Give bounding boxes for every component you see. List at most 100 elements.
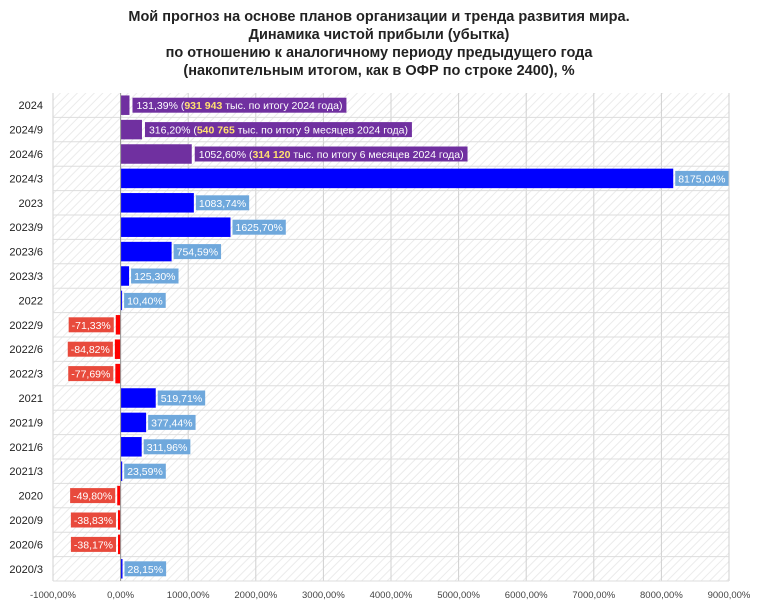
bar xyxy=(120,412,147,433)
y-category-label: 2023/9 xyxy=(9,222,43,234)
x-tick-label: 3000,00% xyxy=(302,590,345,601)
data-label: 1052,60% (314 120 тыс. по итогу 6 месяце… xyxy=(199,149,464,161)
x-axis: -1000,00% 0,00% 1000,00% 2000,00% 3000,00% 40… xyxy=(30,93,751,601)
title-line: (накопительным итогом, как в ОФР по стро… xyxy=(183,63,575,79)
data-label: 8175,04% xyxy=(678,173,725,185)
bar xyxy=(114,339,121,359)
bar xyxy=(117,485,121,506)
y-category-label: 2021/3 xyxy=(9,466,43,478)
y-category-label: 2020/6 xyxy=(9,539,43,551)
data-label-box xyxy=(67,341,113,357)
x-tick-label: 2000,00% xyxy=(234,590,277,601)
bar xyxy=(120,144,192,164)
data-label-box xyxy=(157,390,206,406)
y-category-label: 2020/9 xyxy=(9,515,43,527)
data-label-box xyxy=(70,488,116,504)
data-label-box xyxy=(131,268,179,284)
bar xyxy=(120,559,123,579)
x-tick-label: -1000,00% xyxy=(30,590,77,601)
data-label-box xyxy=(68,317,114,333)
bar xyxy=(120,168,674,189)
x-tick-label: 6000,00% xyxy=(505,590,548,601)
title-line: Динамика чистой прибыли (убытка) xyxy=(248,27,510,43)
y-category-label: 2020/3 xyxy=(9,564,43,576)
title-line: Мой прогноз на основе планов организации… xyxy=(128,9,630,25)
data-label-box xyxy=(675,170,729,186)
y-category-label: 2023/3 xyxy=(9,271,43,283)
y-category-label: 2024/9 xyxy=(9,125,43,137)
data-label-box xyxy=(124,292,166,308)
data-label: 28,15% xyxy=(128,564,164,576)
bar xyxy=(120,290,123,311)
data-label-box xyxy=(124,463,166,479)
y-category-label: 2021/9 xyxy=(9,417,43,429)
data-label: 1625,70% xyxy=(235,222,282,234)
data-label: -38,83% xyxy=(74,515,113,527)
data-label: -38,17% xyxy=(74,539,113,551)
x-tick-label: 4000,00% xyxy=(370,590,413,601)
data-label: 1083,74% xyxy=(199,198,246,210)
bar xyxy=(120,266,130,286)
data-label-box xyxy=(132,97,347,113)
bar xyxy=(120,437,142,457)
bar xyxy=(118,534,121,555)
data-label: -49,80% xyxy=(73,491,112,503)
x-tick-label: 7000,00% xyxy=(572,590,615,601)
y-category-label: 2024 xyxy=(19,100,43,112)
bar xyxy=(120,217,231,237)
y-category-label: 2022/9 xyxy=(9,320,43,332)
y-category-label: 2022 xyxy=(19,295,43,307)
title-line: по отношению к аналогичному периоду пред… xyxy=(165,45,593,61)
data-label-box xyxy=(143,439,191,455)
data-label-box xyxy=(232,219,286,235)
data-label: -77,69% xyxy=(71,369,110,381)
bar xyxy=(117,510,121,530)
data-label-box xyxy=(148,414,196,430)
category-rows: 2024 2024/9 2024/6 2024/3 2023 2023/9 2023/6 20… xyxy=(9,100,729,582)
x-tick-label: 9000,00% xyxy=(708,590,751,601)
bar xyxy=(120,193,194,213)
y-category-label: 2022/3 xyxy=(9,369,43,381)
data-label-box xyxy=(70,536,117,552)
y-category-label: 2023/6 xyxy=(9,247,43,259)
x-tick-label: 5000,00% xyxy=(437,590,480,601)
data-label: 316,20% (540 765 тыс. по итогу 9 месяцев… xyxy=(149,125,408,137)
data-label: 311,96% xyxy=(147,442,188,454)
x-tick-label: 0,00% xyxy=(107,590,134,601)
y-category-label: 2024/6 xyxy=(9,149,43,161)
x-tick-label: 1000,00% xyxy=(167,590,210,601)
data-label: 131,39% (931 943 тыс. по итогу 2024 года… xyxy=(136,100,342,112)
data-label: 10,40% xyxy=(127,295,163,307)
data-label-box xyxy=(144,122,412,138)
data-label: 23,59% xyxy=(127,466,163,478)
bar xyxy=(115,315,121,335)
data-label: 377,44% xyxy=(151,417,192,429)
data-label-box xyxy=(173,244,222,260)
data-label-box xyxy=(194,146,468,162)
bars: 131,39% (931 943 тыс. по итогу 2024 года… xyxy=(67,95,729,579)
bar xyxy=(120,119,142,140)
data-label-box xyxy=(70,512,116,528)
y-category-label: 2020 xyxy=(19,491,43,503)
data-label: 754,59% xyxy=(177,247,218,259)
data-label-box xyxy=(124,561,167,577)
y-category-label: 2023 xyxy=(19,198,43,210)
data-label-box xyxy=(68,366,114,382)
bar xyxy=(120,388,156,408)
data-label: 519,71% xyxy=(161,393,202,405)
data-label: -71,33% xyxy=(72,320,111,332)
x-tick-label: 8000,00% xyxy=(640,590,683,601)
data-label: 125,30% xyxy=(134,271,175,283)
y-category-label: 2021/6 xyxy=(9,442,43,454)
bar xyxy=(120,95,130,115)
y-category-label: 2021 xyxy=(19,393,43,405)
data-label: -84,82% xyxy=(71,344,110,356)
chart-title: Мой прогноз на основе планов организации… xyxy=(0,8,758,80)
y-category-label: 2024/3 xyxy=(9,173,43,185)
y-category-label: 2022/6 xyxy=(9,344,43,356)
bar xyxy=(120,461,123,481)
bar xyxy=(120,241,172,262)
bar xyxy=(115,363,121,384)
data-label-box xyxy=(195,195,250,211)
